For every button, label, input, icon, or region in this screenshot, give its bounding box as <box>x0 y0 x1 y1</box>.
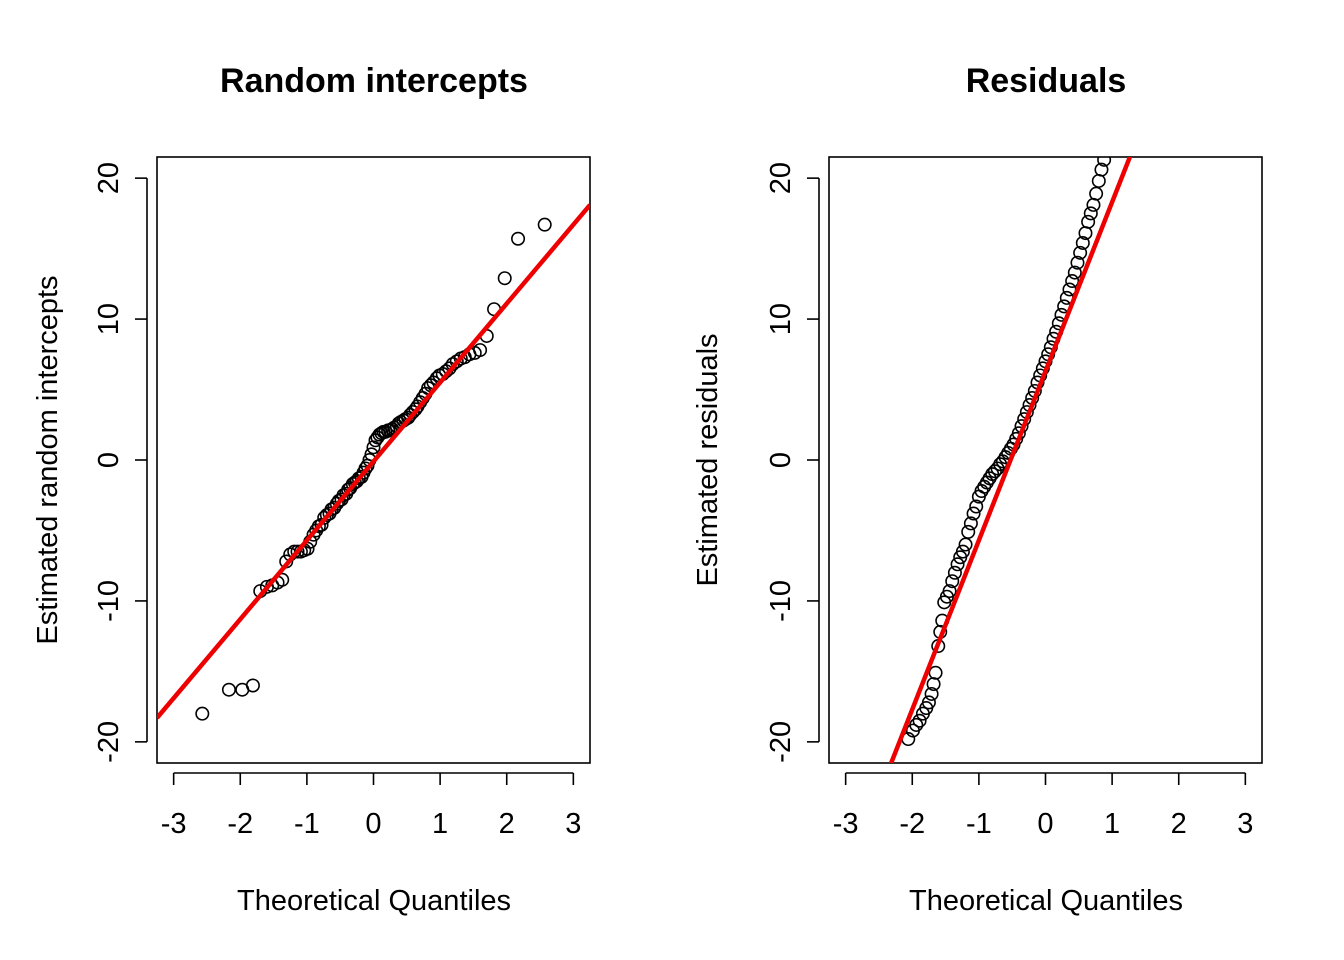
data-point <box>290 544 305 559</box>
data-point <box>942 584 957 599</box>
data-point <box>473 343 488 358</box>
data-point <box>245 678 260 693</box>
data-point <box>924 686 939 701</box>
x-tick-label: 0 <box>365 808 381 840</box>
data-point <box>945 574 960 589</box>
data-point <box>1081 214 1096 229</box>
x-tick-label: -3 <box>161 808 187 840</box>
chart-title: Residuals <box>966 62 1127 100</box>
data-point <box>950 557 965 572</box>
x-tick-label: -1 <box>294 808 320 840</box>
data-point <box>1094 162 1109 177</box>
data-point <box>921 695 936 710</box>
x-tick-label: -1 <box>966 808 992 840</box>
y-tick-label: -10 <box>765 580 797 622</box>
data-point <box>961 524 976 539</box>
data-point <box>966 506 981 521</box>
qq-reference-line <box>157 203 590 720</box>
x-tick-label: -2 <box>899 808 925 840</box>
x-tick-label: 3 <box>1237 808 1253 840</box>
data-point <box>1089 186 1104 201</box>
chart-title: Random intercepts <box>220 62 528 100</box>
data-point <box>537 217 552 232</box>
data-point <box>1083 206 1098 221</box>
y-axis-label: Estimated random intercepts <box>32 275 64 644</box>
x-tick-label: 3 <box>565 808 581 840</box>
y-tick-label: 20 <box>765 162 797 194</box>
data-point <box>963 516 978 531</box>
y-tick-label: -20 <box>93 721 125 763</box>
x-tick-label: -2 <box>227 808 253 840</box>
qq-reference-line <box>888 157 1133 763</box>
x-tick-label: 0 <box>1037 808 1053 840</box>
data-point <box>511 231 526 246</box>
y-tick-label: -10 <box>93 580 125 622</box>
data-point <box>349 474 364 489</box>
data-point <box>449 354 464 369</box>
y-tick-label: -20 <box>765 721 797 763</box>
data-point <box>497 271 512 286</box>
data-point <box>1065 274 1080 289</box>
x-tick-label: 1 <box>1104 808 1120 840</box>
plot-frame <box>156 156 591 764</box>
data-point <box>408 402 423 417</box>
y-tick-label: 10 <box>93 303 125 335</box>
data-point <box>987 464 1002 479</box>
data-point <box>221 682 236 697</box>
plot-frame <box>828 156 1263 764</box>
data-point <box>958 537 973 552</box>
data-point <box>195 706 210 721</box>
data-point <box>955 544 970 559</box>
x-tick-label: 1 <box>432 808 448 840</box>
data-point <box>993 457 1008 472</box>
data-point <box>358 461 373 476</box>
x-tick-label: 2 <box>499 808 515 840</box>
x-tick-label: 2 <box>1171 808 1187 840</box>
y-tick-label: 10 <box>765 303 797 335</box>
data-point <box>1067 265 1082 280</box>
y-axis-label: Estimated residuals <box>692 333 724 586</box>
residuals-panel: Residuals-3 -2 -1 0 1 2 3-20-1001020Theoretica… <box>692 62 1263 917</box>
y-tick-label: 0 <box>93 452 125 468</box>
data-point <box>928 665 943 680</box>
data-point <box>947 565 962 580</box>
x-axis-label: Theoretical Quantiles <box>237 885 511 917</box>
data-point <box>329 496 344 511</box>
data-point <box>912 713 927 728</box>
data-point <box>969 499 984 514</box>
plot-area <box>888 157 1133 763</box>
y-tick-label: 20 <box>93 162 125 194</box>
random-intercepts-panel: Random intercepts-3 -2 -1 0 1 2 3-20-1001020Th… <box>32 62 591 917</box>
x-tick-label: -3 <box>833 808 859 840</box>
x-axis-label: Theoretical Quantiles <box>909 885 1183 917</box>
data-point <box>1075 235 1090 250</box>
data-point <box>1086 197 1101 212</box>
data-point <box>1070 255 1085 270</box>
data-point <box>909 717 924 732</box>
data-point <box>1091 173 1106 188</box>
y-tick-label: 0 <box>765 452 797 468</box>
data-point <box>1097 157 1112 167</box>
data-point <box>1073 245 1088 260</box>
plot-area <box>157 203 590 721</box>
